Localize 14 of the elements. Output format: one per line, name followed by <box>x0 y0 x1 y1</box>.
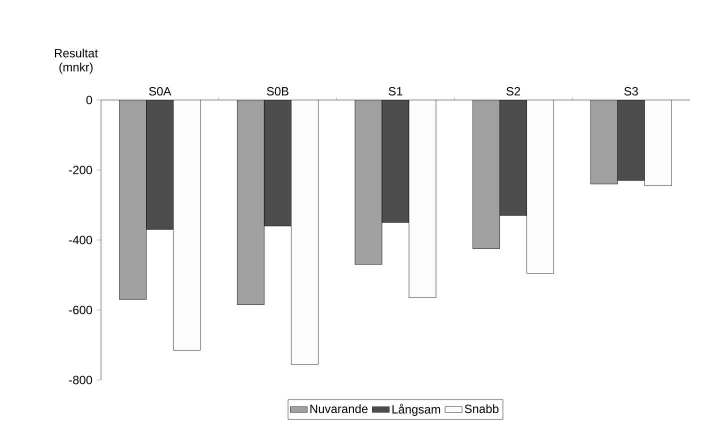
x-tick-label: S0B <box>266 87 288 96</box>
y-tick-label: -400 <box>69 236 92 244</box>
y-axis-title: Resultat (mnkr) <box>54 48 98 74</box>
legend-label: Långsam <box>392 404 440 416</box>
x-tick-label: S0A <box>149 87 172 96</box>
y-tick-label: -200 <box>69 166 92 174</box>
y-tick-label: -800 <box>69 376 92 384</box>
x-tick-label: S3 <box>624 87 638 96</box>
legend-label: Snabb <box>464 404 498 414</box>
legend-label: Nuvarande <box>310 404 368 414</box>
x-tick-label: S2 <box>506 87 520 96</box>
y-tick-label: -600 <box>69 306 92 314</box>
x-tick-label: S1 <box>388 87 402 96</box>
y-tick-label: 0 <box>86 96 92 104</box>
